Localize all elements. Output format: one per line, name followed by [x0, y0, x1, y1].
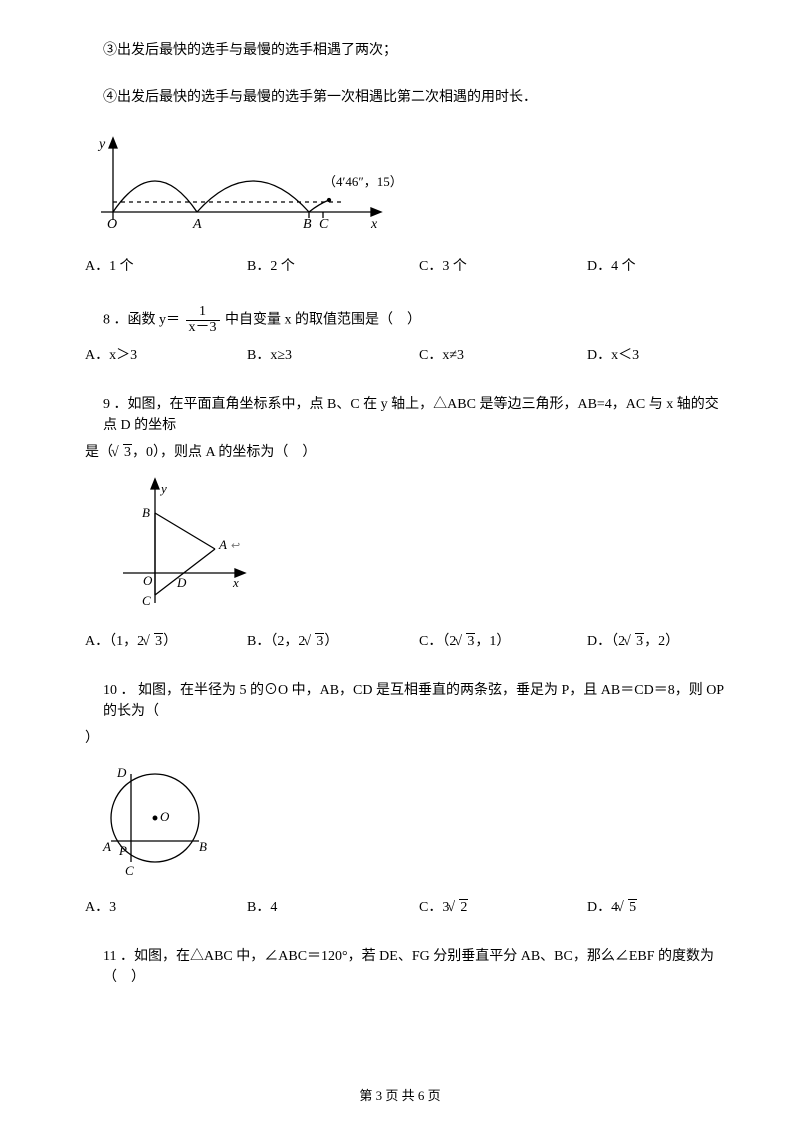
q10-line2: ） [85, 728, 730, 749]
q9-opt-b: B．（2，23） [247, 631, 419, 652]
svg-text:D: D [116, 765, 127, 780]
svg-text:C: C [125, 863, 134, 878]
svg-text:A: A [192, 217, 202, 232]
svg-text:（4′46″，15）: （4′46″，15） [323, 174, 395, 189]
svg-text:x: x [370, 217, 378, 232]
q10-options: A．3 B．4 C．32 D．45 [85, 897, 730, 918]
q8-opt-a: A．x＞3 [85, 345, 247, 366]
svg-text:↩: ↩ [231, 540, 240, 552]
figure-graph-arches: y O A B C x （4′46″，15） [85, 134, 730, 242]
svg-text:B: B [142, 505, 150, 520]
q8-stem: 8 ．函数 y＝ 1x－3 中自变量 x 的取值范围是（ ） [103, 305, 730, 335]
figure-q10: O A B C D P [95, 763, 730, 883]
svg-text:C: C [142, 593, 151, 608]
svg-text:B: B [199, 839, 207, 854]
q9-opt-d: D．（23，2） [587, 631, 679, 652]
svg-text:A: A [102, 839, 111, 854]
q8-opt-c: C．x≠3 [419, 345, 587, 366]
svg-text:D: D [176, 575, 187, 590]
q11-stem: 11 ．如图，在△ABC 中，∠ABC＝120°，若 DE、FG 分别垂直平分 … [103, 946, 730, 988]
q10-opt-c: C．32 [419, 897, 587, 918]
q7-options: A．1 个 B．2 个 C．3 个 D．4 个 [85, 256, 730, 277]
q8-opt-d: D．x＜3 [587, 345, 639, 366]
q10-opt-d: D．45 [587, 897, 637, 918]
svg-text:A: A [218, 537, 227, 552]
statement-4: ④出发后最快的选手与最慢的选手第一次相遇比第二次相遇的用时长． [103, 87, 730, 108]
svg-text:O: O [107, 217, 117, 232]
q9-opt-c: C．（23，1） [419, 631, 587, 652]
svg-text:y: y [159, 481, 167, 496]
q9-line1: 9 ．如图，在平面直角坐标系中，点 B、C 在 y 轴上，△ABC 是等边三角形… [103, 394, 730, 436]
q10-opt-a: A．3 [85, 897, 247, 918]
q7-opt-a: A．1 个 [85, 256, 247, 277]
svg-text:B: B [303, 217, 312, 232]
q8-options: A．x＞3 B．x≥3 C．x≠3 D．x＜3 [85, 345, 730, 366]
q8-opt-b: B．x≥3 [247, 345, 419, 366]
statement-3: ③出发后最快的选手与最慢的选手相遇了两次； [103, 40, 730, 61]
svg-text:O: O [160, 809, 170, 824]
q10-opt-b: B．4 [247, 897, 419, 918]
q10-line1: 10 ． 如图，在半径为 5 的⊙O 中，AB，CD 是互相垂直的两条弦，垂足为… [103, 680, 730, 722]
figure-q9: y x O B C D A ↩ [115, 477, 730, 617]
svg-text:P: P [118, 843, 127, 858]
svg-text:O: O [143, 573, 153, 588]
q7-opt-b: B．2 个 [247, 256, 419, 277]
svg-text:C: C [319, 217, 329, 232]
page-footer: 第 3 页 共 6 页 [0, 1085, 800, 1104]
q7-opt-d: D．4 个 [587, 256, 636, 277]
q9-opt-a: A．（1，23） [85, 631, 247, 652]
svg-text:y: y [97, 137, 106, 152]
q9-options: A．（1，23） B．（2，23） C．（23，1） D．（23，2） [85, 631, 730, 652]
q9-line2: 是（3，0），则点 A 的坐标为（ ） [85, 442, 730, 463]
q7-opt-c: C．3 个 [419, 256, 587, 277]
svg-text:x: x [232, 575, 239, 590]
